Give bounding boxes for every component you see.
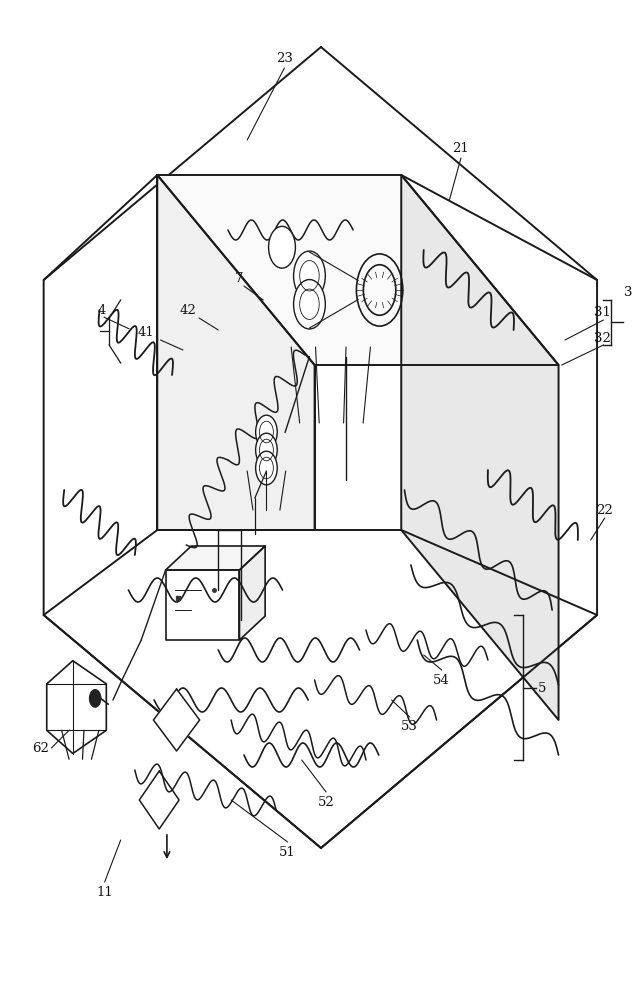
Polygon shape — [47, 661, 107, 754]
Polygon shape — [44, 47, 597, 848]
Circle shape — [293, 280, 325, 329]
Polygon shape — [166, 546, 265, 570]
Polygon shape — [139, 771, 179, 829]
Text: 23: 23 — [276, 51, 293, 64]
Text: 41: 41 — [138, 326, 155, 339]
Text: 21: 21 — [453, 141, 469, 154]
Text: 5: 5 — [538, 682, 547, 694]
Polygon shape — [166, 570, 239, 640]
Polygon shape — [157, 175, 315, 530]
Polygon shape — [153, 689, 200, 751]
Text: 32: 32 — [594, 332, 611, 345]
Text: 4: 4 — [97, 304, 106, 316]
Text: 11: 11 — [96, 886, 113, 898]
Text: 3: 3 — [623, 286, 632, 299]
Text: 51: 51 — [279, 845, 296, 858]
Text: 52: 52 — [318, 796, 334, 808]
Circle shape — [256, 451, 277, 485]
Polygon shape — [157, 175, 559, 365]
Text: 53: 53 — [401, 720, 418, 734]
Circle shape — [268, 226, 295, 268]
Polygon shape — [401, 175, 559, 720]
Text: 31: 31 — [594, 306, 611, 320]
Text: 62: 62 — [32, 742, 49, 754]
Text: 7: 7 — [234, 271, 243, 284]
Text: 42: 42 — [179, 304, 196, 316]
Text: 54: 54 — [433, 674, 450, 687]
Circle shape — [89, 690, 101, 707]
Circle shape — [256, 433, 277, 467]
Text: 22: 22 — [596, 504, 613, 516]
Circle shape — [293, 251, 325, 300]
Polygon shape — [239, 546, 265, 640]
Circle shape — [256, 415, 277, 449]
